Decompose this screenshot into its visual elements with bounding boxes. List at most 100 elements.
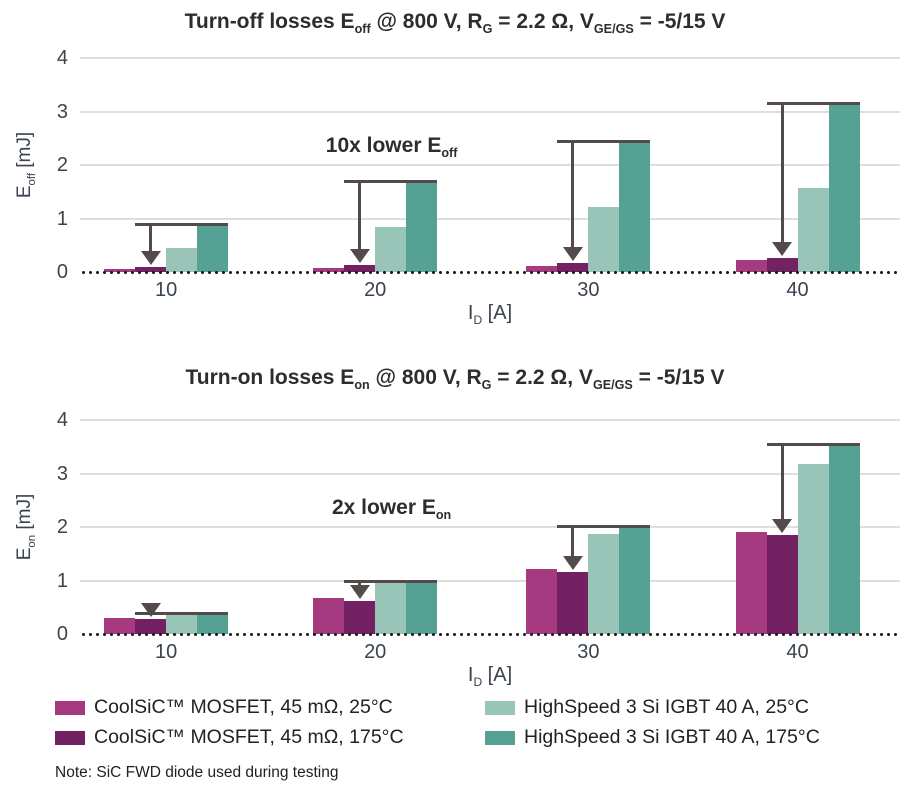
y-tick-label: 3 — [56, 462, 68, 485]
arrow-down-icon — [140, 603, 161, 618]
gridline — [80, 57, 900, 59]
arrow-horizontal-line — [557, 525, 651, 529]
bar — [104, 617, 136, 634]
x-tick-label: 10 — [154, 641, 178, 663]
y-axis-label-column: Eoff [mJ] — [10, 58, 40, 272]
legend-column-left: CoolSiC™ MOSFET, 45 mΩ, 25°C CoolSiC™ MOS… — [55, 696, 485, 749]
arrow-vertical-line — [358, 182, 362, 253]
y-tick-label: 1 — [56, 569, 68, 592]
arrow-horizontal-line — [557, 139, 651, 143]
arrow-horizontal-line — [344, 579, 438, 583]
turn-off-losses-chart: Turn-off losses Eoff @ 800 V, RG = 2.2 Ω… — [0, 8, 910, 327]
y-tick-label: 0 — [56, 261, 68, 283]
x-tick-label: 10 — [154, 279, 178, 301]
bar-group — [104, 58, 229, 272]
bar — [197, 224, 229, 272]
y-axis-ticks: 0 1 2 3 4 — [40, 47, 80, 283]
legend-label: CoolSiC™ MOSFET, 45 mΩ, 25°C — [94, 696, 393, 718]
legend: CoolSiC™ MOSFET, 45 mΩ, 25°C CoolSiC™ MOS… — [55, 696, 910, 749]
x-axis-label: ID [A] — [467, 302, 513, 327]
arrow-vertical-line — [571, 527, 575, 559]
gridline — [80, 217, 900, 220]
bar — [313, 598, 345, 634]
x-tick-label: 30 — [577, 279, 600, 301]
bar — [406, 580, 438, 634]
bar — [166, 247, 198, 272]
chart-body: Eoff [mJ] 0 1 2 3 4 10x lower Eoff — [10, 47, 910, 283]
x-tick-label: 20 — [364, 279, 387, 301]
arrow-horizontal-line — [344, 180, 438, 184]
y-tick-label: 0 — [56, 623, 68, 645]
bar-group — [526, 420, 651, 634]
arrow-vertical-line — [358, 581, 362, 588]
arrow-horizontal-line — [135, 223, 229, 227]
y-axis-label: Eon [mJ] — [14, 493, 38, 561]
arrow-down-icon — [772, 242, 792, 257]
bar — [828, 444, 860, 634]
bar — [344, 600, 376, 634]
gridline — [80, 419, 900, 421]
annotation: 2x lower Eon — [331, 496, 452, 523]
chart-title: Turn-off losses Eoff @ 800 V, RG = 2.2 Ω… — [184, 10, 726, 37]
bar — [135, 266, 167, 272]
y-tick-label: 1 — [56, 207, 68, 230]
bar-group — [526, 58, 651, 272]
arrow-vertical-line — [780, 445, 784, 523]
x-tick-label: 40 — [786, 279, 809, 301]
arrow-vertical-line — [149, 225, 153, 254]
bar — [375, 226, 407, 272]
bar — [588, 533, 620, 634]
arrow-down-icon — [140, 250, 161, 265]
bar — [619, 140, 651, 272]
arrow-horizontal-line — [766, 102, 860, 106]
bar-group — [735, 420, 860, 634]
bar — [526, 265, 558, 272]
bar — [375, 582, 407, 634]
legend-item: HighSpeed 3 Si IGBT 40 A, 25°C — [485, 696, 820, 719]
legend-label: HighSpeed 3 Si IGBT 40 A, 25°C — [524, 696, 809, 718]
bar — [766, 535, 798, 634]
bar — [104, 268, 136, 272]
arrow-horizontal-line — [135, 611, 229, 615]
bar — [588, 206, 620, 272]
gridline — [80, 579, 900, 582]
bar — [197, 612, 229, 634]
bar-group — [313, 420, 438, 634]
arrow-down-icon — [772, 519, 792, 534]
legend-swatch — [55, 700, 85, 715]
zero-baseline-dotted — [80, 271, 900, 274]
bar — [735, 532, 767, 634]
y-axis-ticks: 0 1 2 3 4 — [40, 409, 80, 645]
bar — [344, 265, 376, 272]
arrow-horizontal-line — [766, 443, 860, 447]
arrow-down-icon — [562, 555, 583, 570]
legend-swatch — [55, 730, 85, 745]
bar — [766, 258, 798, 272]
chart-body: Eon [mJ] 0 1 2 3 4 2x lower Eon — [10, 409, 910, 645]
bar — [557, 263, 589, 272]
legend-label: CoolSiC™ MOSFET, 45 mΩ, 175°C — [94, 726, 404, 748]
bar — [828, 103, 860, 272]
y-tick-label: 3 — [56, 100, 68, 123]
legend-swatch — [485, 700, 515, 715]
arrow-vertical-line — [780, 104, 784, 246]
x-axis-ticks: 10 20 30 40 — [80, 278, 900, 302]
bar — [406, 181, 438, 272]
arrow-down-icon — [349, 584, 370, 599]
bar — [797, 464, 829, 634]
x-tick-label: 20 — [364, 641, 387, 663]
bar — [797, 188, 829, 272]
bar — [557, 571, 589, 634]
x-tick-label: 40 — [786, 641, 809, 663]
arrow-vertical-line — [571, 141, 575, 251]
legend-label: HighSpeed 3 Si IGBT 40 A, 175°C — [524, 726, 820, 748]
arrow-down-icon — [562, 247, 583, 262]
gridline — [80, 526, 900, 528]
gridline — [80, 164, 900, 166]
bar-group — [735, 58, 860, 272]
zero-baseline-dotted — [80, 633, 900, 636]
x-tick-label: 30 — [577, 641, 600, 663]
y-tick-label: 4 — [56, 409, 68, 431]
annotation: 10x lower Eoff — [325, 134, 458, 161]
